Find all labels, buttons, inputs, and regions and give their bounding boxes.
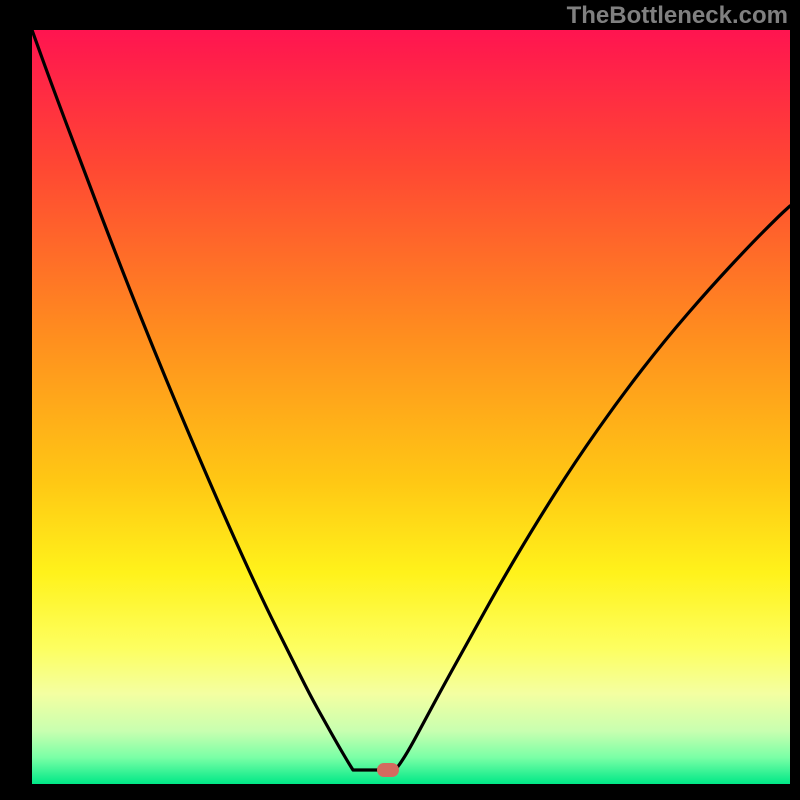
chart-container: TheBottleneck.com [0, 0, 800, 800]
plot-area [32, 30, 790, 784]
optimum-marker [377, 763, 399, 777]
gradient-background [32, 30, 790, 784]
watermark-text: TheBottleneck.com [567, 2, 788, 30]
